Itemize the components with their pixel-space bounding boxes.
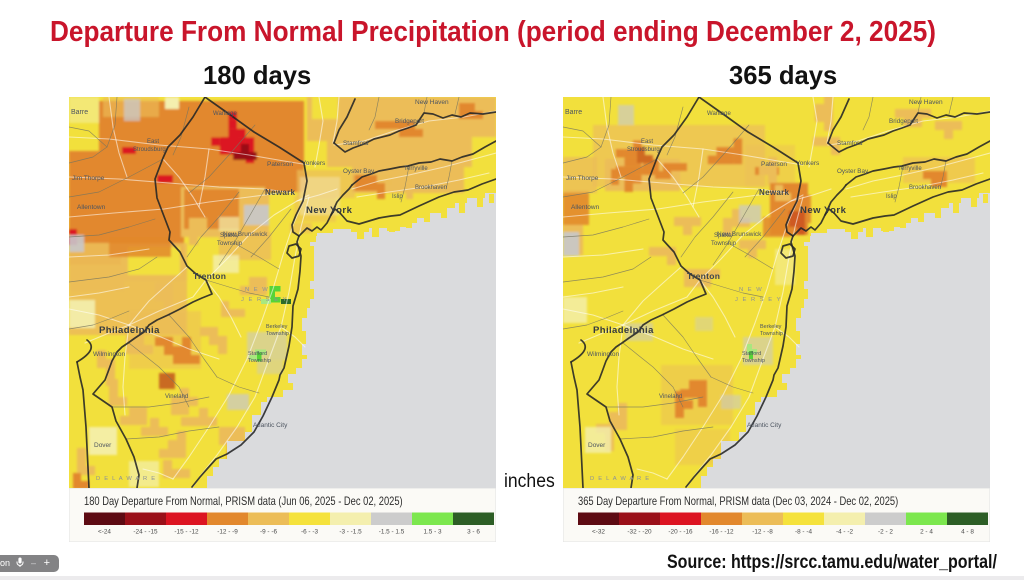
- svg-text:3 - 6: 3 - 6: [467, 529, 480, 536]
- svg-text:Barre: Barre: [71, 109, 88, 116]
- svg-text:2 - 4: 2 - 4: [920, 529, 933, 536]
- svg-text:Brookhaven: Brookhaven: [415, 185, 447, 191]
- svg-text:Stroudsburg: Stroudsburg: [627, 147, 660, 153]
- svg-text:East: East: [147, 139, 159, 145]
- svg-text:Wantage: Wantage: [213, 111, 237, 117]
- svg-text:Wantage: Wantage: [707, 111, 731, 117]
- svg-text:-3 - -1.5: -3 - -1.5: [339, 529, 362, 536]
- svg-text:Stamford: Stamford: [837, 140, 863, 147]
- svg-text:180 Day Departure From Normal,: 180 Day Departure From Normal, PRISM dat…: [84, 495, 403, 508]
- svg-text:New Brunswick: New Brunswick: [717, 231, 762, 238]
- svg-text:New York: New York: [800, 205, 847, 216]
- svg-text:-15 - -12: -15 - -12: [174, 529, 199, 536]
- svg-text:New Brunswick: New Brunswick: [223, 231, 268, 238]
- svg-text:Vineland: Vineland: [165, 394, 188, 400]
- svg-text:D E L A W A R E: D E L A W A R E: [96, 476, 156, 482]
- svg-text:-16 - -12: -16 - -12: [709, 529, 734, 536]
- svg-text:Stroudsburg: Stroudsburg: [133, 147, 166, 153]
- svg-text:Jim Thorpe: Jim Thorpe: [72, 175, 105, 182]
- svg-text:-20 - -16: -20 - -16: [668, 529, 693, 536]
- svg-text:-24 - -15: -24 - -15: [133, 529, 158, 536]
- svg-text:Philadelphia: Philadelphia: [99, 325, 160, 336]
- svg-text:<-32: <-32: [592, 529, 605, 536]
- svg-text:Yonkers: Yonkers: [302, 160, 326, 167]
- svg-text:J E R S E Y: J E R S E Y: [735, 297, 782, 303]
- svg-text:<-24: <-24: [98, 529, 111, 536]
- svg-text:Township: Township: [760, 331, 783, 337]
- svg-text:N E W: N E W: [245, 287, 269, 293]
- svg-text:Dover: Dover: [94, 442, 112, 449]
- svg-text:Islip: Islip: [392, 194, 403, 200]
- svg-text:D E L A W A R E: D E L A W A R E: [590, 476, 650, 482]
- svg-text:N E W: N E W: [739, 287, 763, 293]
- svg-text:Newark: Newark: [265, 188, 296, 197]
- svg-text:-2 - 2: -2 - 2: [878, 529, 893, 536]
- svg-text:Bridgeport: Bridgeport: [889, 118, 918, 125]
- svg-text:East: East: [641, 139, 653, 145]
- svg-text:New York: New York: [306, 205, 353, 216]
- svg-text:Stafford: Stafford: [742, 351, 761, 357]
- svg-text:Trenton: Trenton: [687, 271, 720, 281]
- svg-text:Township: Township: [217, 241, 243, 247]
- svg-text:Yonkers: Yonkers: [796, 160, 820, 167]
- svg-text:New Haven: New Haven: [415, 99, 449, 106]
- svg-text:Oyster Bay: Oyster Bay: [837, 168, 869, 175]
- svg-text:Oyster Bay: Oyster Bay: [343, 168, 375, 175]
- svg-text:Paterson: Paterson: [267, 161, 293, 168]
- svg-text:-4 - -2: -4 - -2: [835, 529, 852, 536]
- svg-text:J E R S E Y: J E R S E Y: [241, 297, 288, 303]
- svg-text:-12 - -9: -12 - -9: [217, 529, 238, 536]
- svg-text:365 Day Departure From Normal,: 365 Day Departure From Normal, PRISM dat…: [578, 495, 898, 508]
- svg-text:Terryville: Terryville: [898, 166, 922, 172]
- svg-text:Allentown: Allentown: [571, 204, 600, 211]
- svg-text:Stamford: Stamford: [343, 140, 369, 147]
- svg-text:Township: Township: [742, 358, 765, 364]
- svg-text:New Haven: New Haven: [909, 99, 943, 106]
- svg-text:Wilmington: Wilmington: [587, 351, 620, 358]
- svg-text:Dover: Dover: [588, 442, 606, 449]
- svg-text:Township: Township: [711, 241, 737, 247]
- svg-text:Barre: Barre: [565, 109, 582, 116]
- svg-text:-9 - -6: -9 - -6: [260, 529, 277, 536]
- svg-text:Paterson: Paterson: [761, 161, 787, 168]
- svg-text:Berkeley: Berkeley: [760, 324, 782, 330]
- svg-text:Atlantic City: Atlantic City: [747, 422, 782, 429]
- svg-text:Wilmington: Wilmington: [93, 351, 126, 358]
- svg-text:Vineland: Vineland: [659, 394, 682, 400]
- svg-text:Terryville: Terryville: [404, 166, 428, 172]
- svg-text:Newark: Newark: [759, 188, 790, 197]
- svg-text:4 - 8: 4 - 8: [961, 529, 974, 536]
- svg-text:Allentown: Allentown: [77, 204, 106, 211]
- svg-text:Jim Thorpe: Jim Thorpe: [566, 175, 599, 182]
- svg-text:Township: Township: [266, 331, 289, 337]
- svg-text:-1.5 - 1.5: -1.5 - 1.5: [379, 529, 405, 536]
- svg-text:Township: Township: [248, 358, 271, 364]
- svg-text:-12 - -8: -12 - -8: [752, 529, 773, 536]
- svg-text:Islip: Islip: [886, 194, 897, 200]
- svg-text:Trenton: Trenton: [193, 271, 226, 281]
- svg-text:-8 - -4: -8 - -4: [794, 529, 811, 536]
- svg-text:Atlantic City: Atlantic City: [253, 422, 288, 429]
- svg-text:Bridgeport: Bridgeport: [395, 118, 424, 125]
- svg-text:1.5 - 3: 1.5 - 3: [423, 529, 442, 536]
- svg-text:Berkeley: Berkeley: [266, 324, 288, 330]
- svg-text:Sparta: Sparta: [220, 233, 238, 239]
- svg-text:Sparta: Sparta: [714, 233, 732, 239]
- svg-text:-32 - -20: -32 - -20: [627, 529, 652, 536]
- svg-text:Philadelphia: Philadelphia: [593, 325, 654, 336]
- svg-text:Brookhaven: Brookhaven: [909, 185, 941, 191]
- svg-text:-6 - -3: -6 - -3: [301, 529, 318, 536]
- svg-text:Stafford: Stafford: [248, 351, 267, 357]
